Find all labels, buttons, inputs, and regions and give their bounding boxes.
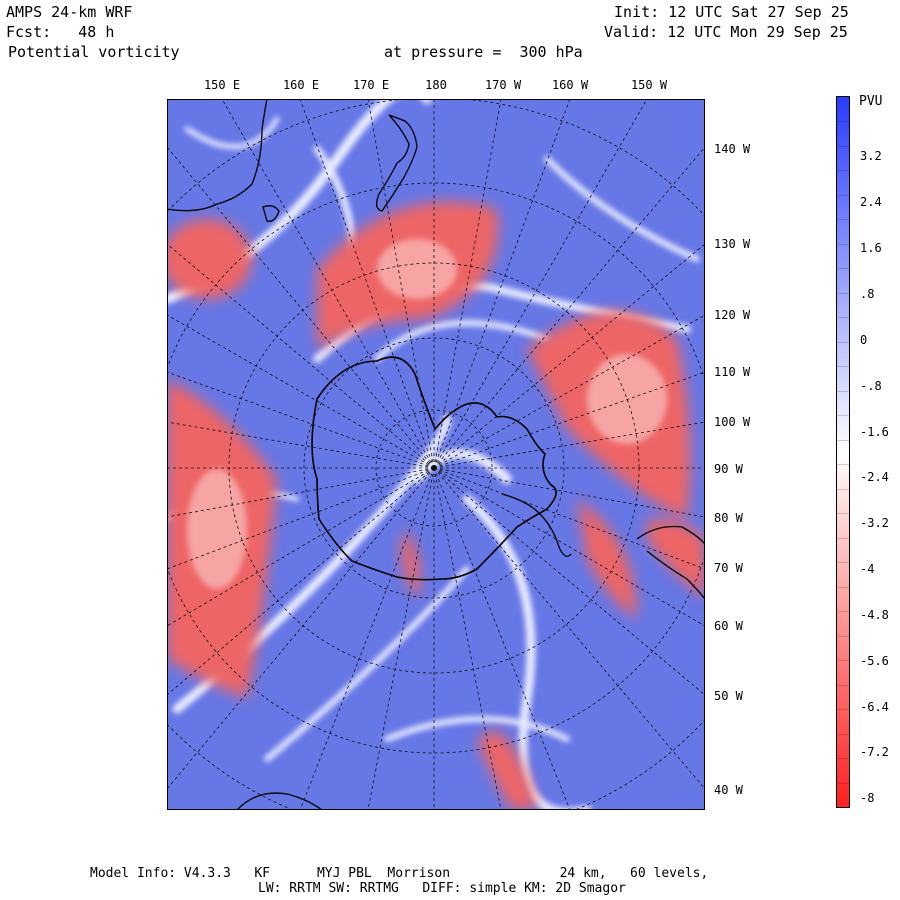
- colorbar: [836, 96, 850, 808]
- colorbar-level-line: [837, 415, 849, 417]
- colorbar-level-line: [837, 513, 849, 515]
- pressure-level: at pressure = 300 hPa: [384, 43, 583, 61]
- south-america-coastline: [636, 525, 705, 600]
- lon-label: 170 W: [484, 78, 522, 92]
- valid-time: Valid: 12 UTC Mon 29 Sep 25: [604, 23, 848, 41]
- lon-label: 160 E: [282, 78, 320, 92]
- lon-label-right: 80 W: [714, 511, 743, 525]
- colorbar-tick: -4: [860, 562, 875, 576]
- colorbar-level-line: [837, 488, 849, 490]
- colorbar-unit: PVU: [859, 94, 883, 109]
- lon-label-right: 50 W: [714, 689, 743, 703]
- colorbar-tick: -1.6: [860, 425, 889, 439]
- lon-label-right: 110 W: [714, 365, 751, 379]
- lon-label: 150 W: [630, 78, 668, 92]
- colorbar-level-line: [837, 390, 849, 392]
- colorbar-level-line: [837, 341, 849, 343]
- colorbar-level-line: [837, 219, 849, 221]
- colorbar-level-line: [837, 292, 849, 294]
- antarctic-peninsula-coastline: [501, 493, 572, 557]
- colorbar-level-line: [837, 317, 849, 319]
- colorbar-level-line: [837, 243, 849, 245]
- colorbar-tick: -7.2: [860, 745, 889, 759]
- colorbar-level-line: [837, 611, 849, 613]
- colorbar-tick: -3.2: [860, 516, 889, 530]
- colorbar-level-line: [837, 194, 849, 196]
- field-name: Potential vorticity: [8, 43, 180, 61]
- colorbar-level-line: [837, 733, 849, 735]
- colorbar-tick: -4.8: [860, 608, 889, 622]
- lon-label: 150 E: [203, 78, 241, 92]
- model-title: AMPS 24-km WRF: [6, 3, 133, 21]
- antarctica-coastline: [311, 356, 557, 581]
- colorbar-tick: .8: [860, 287, 875, 301]
- graticule: [167, 99, 705, 810]
- colorbar-tick: -5.6: [860, 654, 889, 668]
- colorbar-level-line: [837, 170, 849, 172]
- lon-label-right: 100 W: [714, 415, 751, 429]
- australia-coastline: [167, 99, 268, 212]
- colorbar-level-line: [837, 439, 849, 441]
- map-frame: [167, 99, 705, 810]
- colorbar-level-line: [837, 684, 849, 686]
- lon-label: 170 E: [352, 78, 390, 92]
- colorbar-level-line: [837, 537, 849, 539]
- lon-label: 160 W: [551, 78, 589, 92]
- colorbar-tick: -2.4: [860, 470, 889, 484]
- lon-label-right: 120 W: [714, 308, 751, 322]
- colorbar-tick: 0: [860, 333, 868, 347]
- colorbar-tick: -8: [860, 791, 875, 805]
- colorbar-level-line: [837, 145, 849, 147]
- colorbar-level-line: [837, 464, 849, 466]
- lon-label-right: 140 W: [714, 142, 751, 156]
- tasmania-coastline: [262, 205, 280, 222]
- forecast-hour: Fcst: 48 h: [6, 23, 115, 41]
- colorbar-tick: 3.2: [860, 149, 882, 163]
- africa-coastline: [236, 792, 323, 810]
- lon-label-right: 90 W: [714, 462, 743, 476]
- colorbar-level-line: [837, 366, 849, 368]
- colorbar-tick: 1.6: [860, 241, 882, 255]
- model-info: Model Info: V4.3.3 KF MYJ PBL Morrison 2…: [90, 866, 709, 881]
- colorbar-level-line: [837, 268, 849, 270]
- init-time: Init: 12 UTC Sat 27 Sep 25: [614, 3, 849, 21]
- colorbar-level-line: [837, 709, 849, 711]
- colorbar-level-line: [837, 121, 849, 123]
- colorbar-tick: -.8: [860, 379, 882, 393]
- colorbar-level-line: [837, 782, 849, 784]
- colorbar-tick: -6.4: [860, 700, 889, 714]
- colorbar-level-line: [837, 635, 849, 637]
- pv-light-red-regions: [187, 239, 667, 589]
- colorbar-level-line: [837, 586, 849, 588]
- colorbar-tick: 2.4: [860, 195, 882, 209]
- lon-label-right: 70 W: [714, 561, 743, 575]
- potential-vorticity-map: [167, 99, 705, 810]
- lon-label-right: 40 W: [714, 783, 743, 797]
- physics-info: LW: RRTM SW: RRTMG DIFF: simple KM: 2D S…: [258, 881, 626, 896]
- lon-label-right: 130 W: [714, 237, 751, 251]
- lon-label: 180: [425, 78, 447, 92]
- colorbar-level-line: [837, 562, 849, 564]
- colorbar-level-line: [837, 758, 849, 760]
- new-zealand-coastline: [375, 114, 418, 212]
- lon-label-right: 60 W: [714, 619, 743, 633]
- colorbar-level-line: [837, 660, 849, 662]
